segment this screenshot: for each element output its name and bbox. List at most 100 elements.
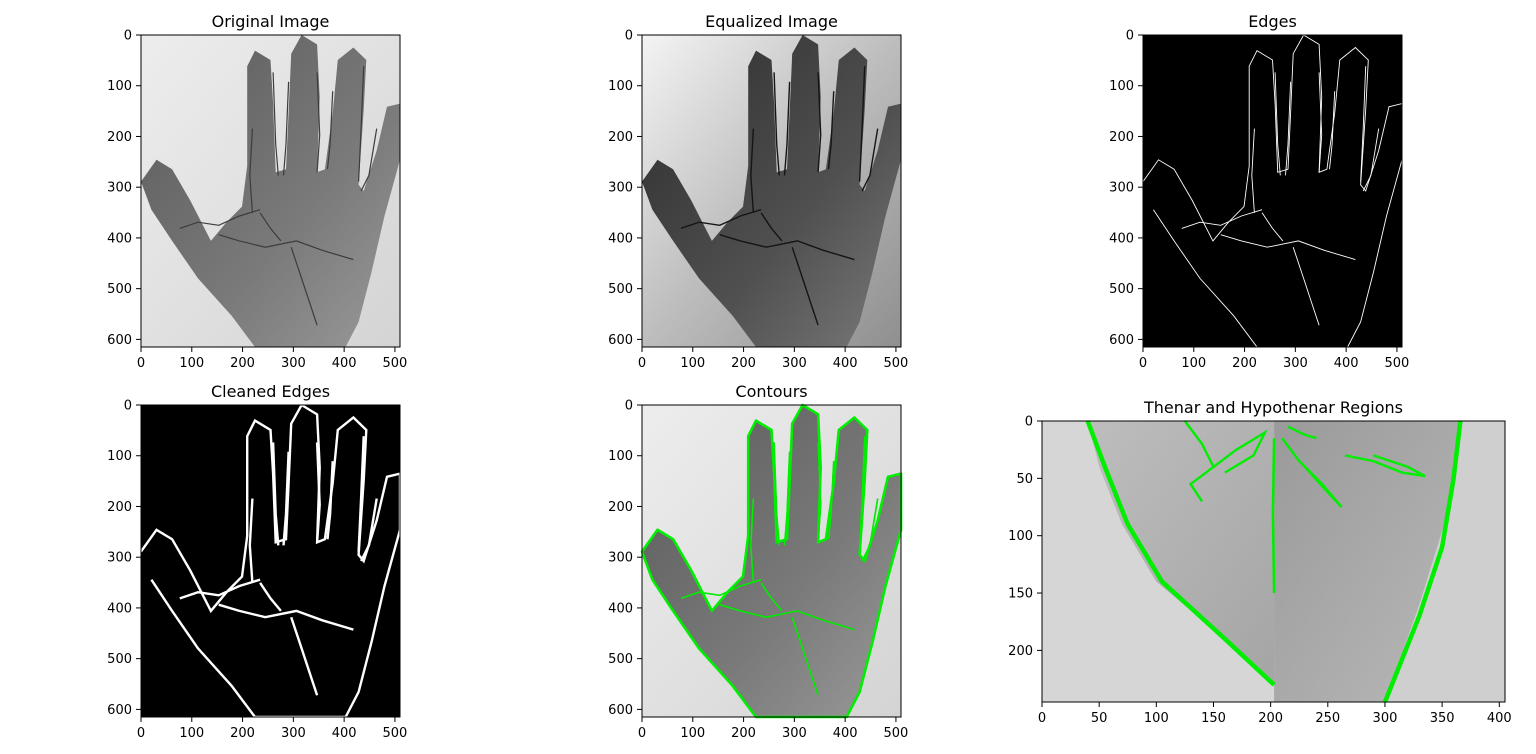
- panel-edges: 0 100 200 300 400 500 0 100 200 300 400 500 600 Edges: [1109, 12, 1409, 371]
- crease-contour: [1212, 429, 1268, 474]
- y-tick-label: 200: [1109, 130, 1134, 145]
- crease-edge: [1251, 128, 1255, 213]
- crease-edge: [315, 442, 321, 543]
- x-tick-label: 100: [179, 726, 204, 741]
- axes-frame: [641, 404, 902, 718]
- panel-title: Original Image: [212, 12, 330, 31]
- x-tick-label: 200: [230, 726, 255, 741]
- y-tick-label: 500: [1109, 282, 1134, 297]
- crease-edge: [259, 582, 282, 612]
- x-tick-label: 350: [1430, 711, 1455, 726]
- x-tick-label: 300: [782, 726, 807, 741]
- panel-cleaned: 0 100 200 300 400 500 0 100 200 300 400 500 600 Clean…: [107, 382, 407, 741]
- crease-line: [827, 91, 835, 170]
- crease-edge: [282, 451, 290, 546]
- hand-image: [642, 405, 901, 717]
- crease-line: [272, 72, 279, 176]
- y-tick-label: 150: [1008, 587, 1033, 602]
- y-tick-label: 400: [107, 231, 132, 246]
- y-tick-label: 300: [1109, 181, 1134, 196]
- crease-line: [773, 72, 780, 176]
- x-tick-label: 100: [680, 726, 705, 741]
- x-tick-label: 200: [230, 356, 255, 371]
- x-tick-label: 500: [383, 356, 408, 371]
- y-tick-label: 0: [1126, 29, 1134, 44]
- y-tick-label: 200: [107, 500, 132, 515]
- y-tick-label: 200: [107, 130, 132, 145]
- crease-line: [259, 212, 282, 242]
- x-tick-label: 300: [782, 356, 807, 371]
- crease-line: [783, 81, 791, 176]
- line-contour: [783, 451, 791, 546]
- crease-line: [360, 128, 378, 192]
- thenar-contour: [1085, 420, 1276, 687]
- y-tick-label: 0: [124, 29, 132, 44]
- x-tick-label: 500: [884, 356, 909, 371]
- crease-edge: [271, 442, 280, 546]
- y-tick-label: 0: [625, 29, 633, 44]
- crease-edge: [179, 578, 261, 600]
- line-contour: [861, 498, 879, 562]
- panel-title: Contours: [735, 382, 807, 401]
- line-contour: [817, 442, 822, 543]
- x-tick-label: 100: [1144, 711, 1169, 726]
- panel-title: Cleaned Edges: [211, 382, 330, 401]
- crease-line: [218, 234, 354, 261]
- y-tick-label: 600: [1109, 333, 1134, 348]
- crease-edge: [326, 461, 334, 540]
- x-tick-label: 0: [137, 726, 145, 741]
- x-tick-label: 150: [1201, 711, 1226, 726]
- line-contour: [858, 436, 866, 552]
- split-contour: [1271, 438, 1276, 594]
- line-contour: [719, 603, 855, 631]
- axes-frame: [140, 404, 401, 718]
- axes-frame: [140, 34, 401, 348]
- crease-edge: [1285, 81, 1292, 176]
- crease-line: [858, 66, 866, 182]
- x-tick-label: 0: [638, 726, 646, 741]
- thenar-skin: [1087, 421, 1275, 685]
- y-tick-label: 600: [107, 703, 132, 718]
- crease-edge: [1181, 209, 1263, 229]
- panel-contours: 0 100 200 300 400 500 0 100 200 300 400 500 600 Conto…: [608, 382, 908, 741]
- y-tick-label: 100: [608, 449, 633, 464]
- crease-edge: [1220, 234, 1356, 261]
- y-tick-label: 200: [608, 130, 633, 145]
- panel-title: Thenar and Hypothenar Regions: [1143, 398, 1403, 417]
- crease-contour: [1281, 437, 1343, 508]
- y-tick-label: 100: [107, 79, 132, 94]
- crease-edge: [1292, 247, 1320, 326]
- hand-edge: [1142, 34, 1403, 348]
- x-tick-label: 400: [1487, 711, 1512, 726]
- crease-line: [290, 247, 318, 326]
- y-tick-label: 600: [107, 333, 132, 348]
- hand-image: [642, 35, 901, 347]
- crease-edge: [290, 616, 319, 696]
- y-tick-label: 300: [608, 551, 633, 566]
- crease-edge: [1274, 72, 1281, 176]
- line-contour: [773, 442, 781, 546]
- x-tick-label: 100: [179, 356, 204, 371]
- crease-edge: [248, 498, 254, 583]
- crease-line: [316, 72, 321, 173]
- y-tick-label: 500: [107, 652, 132, 667]
- x-tick-label: 300: [281, 356, 306, 371]
- hand-edge: [140, 403, 402, 719]
- panel-regions: 0 50 100 150 200 250 300 350 400 0 50 100 150 200 Then…: [1008, 398, 1512, 726]
- image-background: [1143, 35, 1402, 347]
- hypothenar-skin: [1274, 421, 1461, 702]
- crease-line: [760, 212, 783, 242]
- panel-original: 0 100 200 300 400 500 0 100 200 300 400 500 600 Origi…: [107, 12, 407, 371]
- y-tick-label: 0: [625, 399, 633, 414]
- x-tick-label: 0: [638, 356, 646, 371]
- line-contour: [680, 578, 762, 600]
- x-tick-label: 0: [137, 356, 145, 371]
- crease-edge: [1261, 212, 1284, 242]
- x-tick-label: 500: [884, 726, 909, 741]
- x-tick-label: 0: [1038, 711, 1046, 726]
- x-tick-label: 200: [1232, 356, 1257, 371]
- crease-line: [817, 72, 822, 173]
- y-tick-label: 100: [608, 79, 633, 94]
- x-tick-label: 400: [332, 726, 357, 741]
